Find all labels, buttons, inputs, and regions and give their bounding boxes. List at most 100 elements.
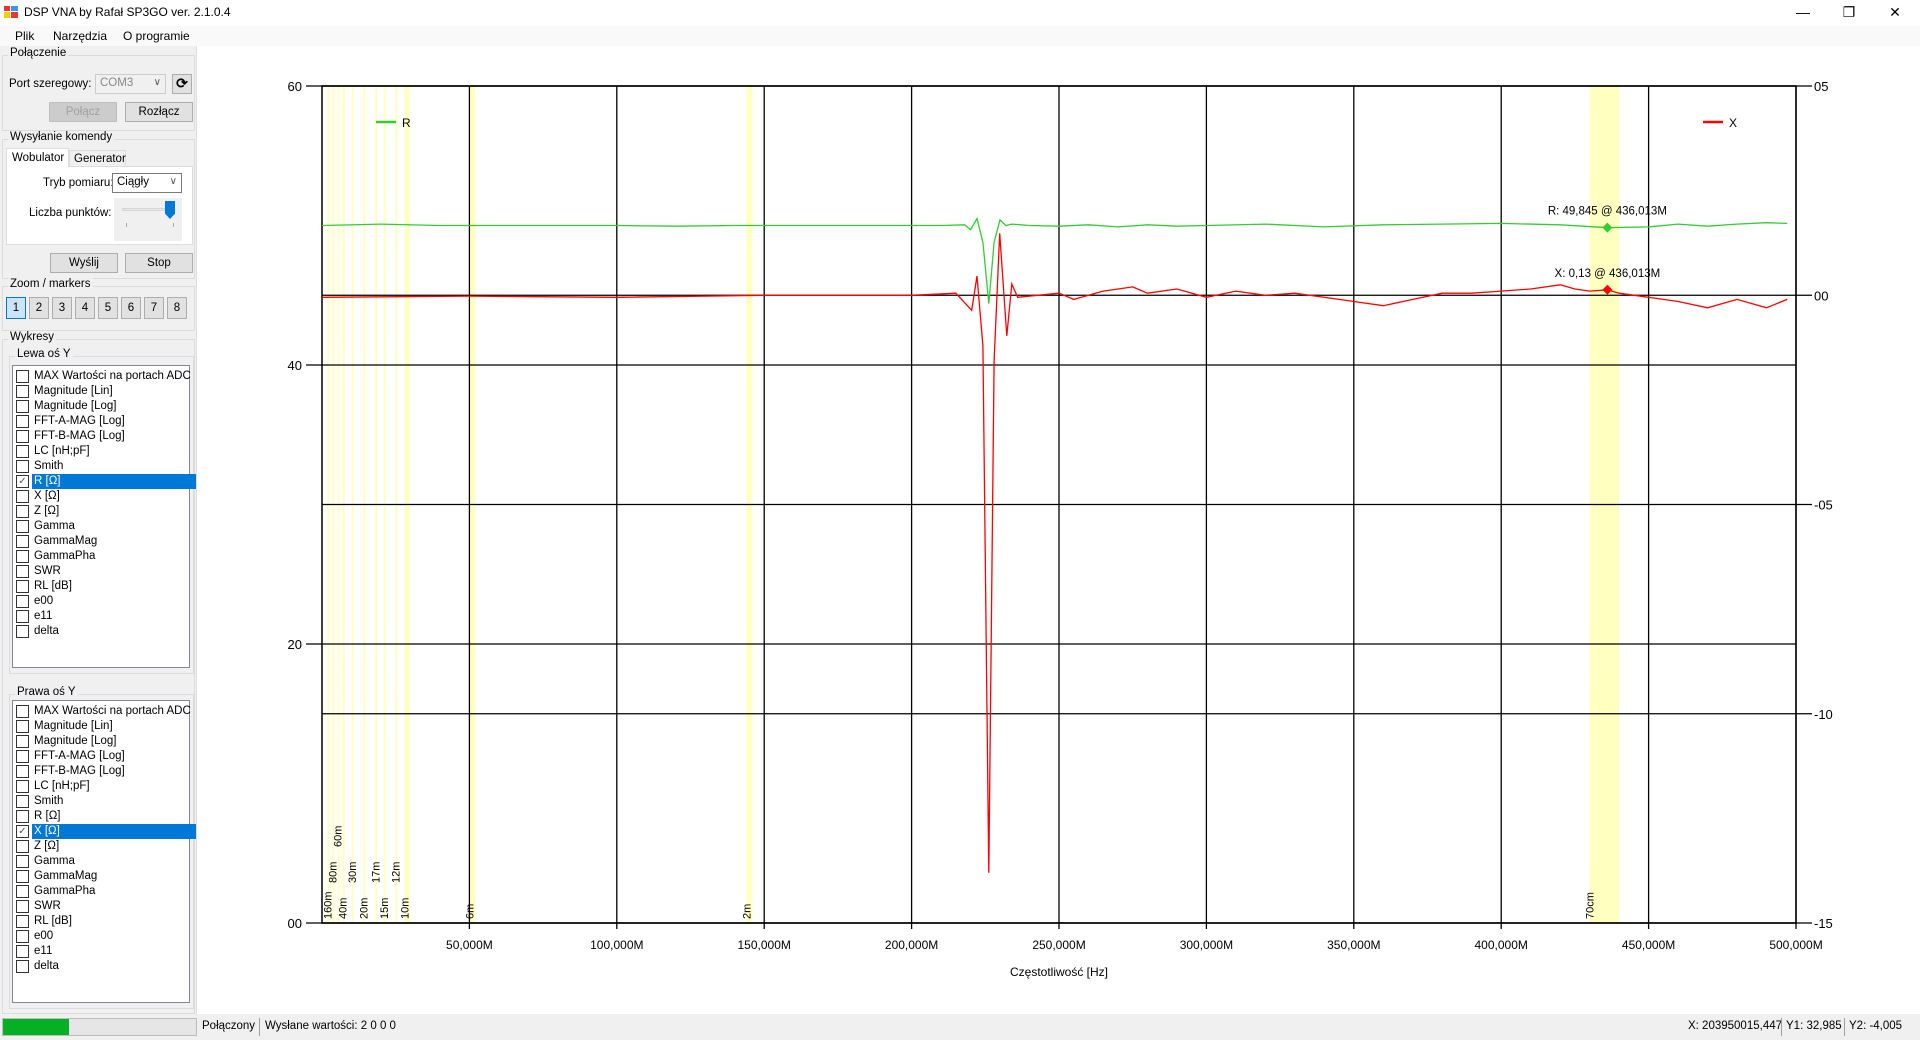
send-button[interactable]: Wyślij: [50, 253, 118, 273]
zoom-button-2[interactable]: 2: [29, 297, 49, 319]
checkbox[interactable]: [16, 535, 29, 548]
right-axis-item[interactable]: ✓ X [Ω]: [14, 824, 196, 839]
left-axis-item[interactable]: ✓ R [Ω]: [14, 474, 196, 489]
right-axis-item[interactable]: e11: [14, 944, 196, 959]
checkbox[interactable]: [16, 840, 29, 853]
checkbox[interactable]: ✓: [16, 475, 29, 488]
restore-button[interactable]: ❐: [1842, 4, 1856, 20]
minimize-button[interactable]: —: [1796, 4, 1810, 20]
checkbox[interactable]: [16, 445, 29, 458]
left-axis-item[interactable]: Magnitude [Lin]: [14, 384, 196, 399]
checkbox[interactable]: [16, 460, 29, 473]
right-axis-item[interactable]: delta: [14, 959, 196, 974]
checkbox[interactable]: [16, 505, 29, 518]
right-axis-item[interactable]: FFT-B-MAG [Log]: [14, 764, 196, 779]
checkbox[interactable]: [16, 595, 29, 608]
checkbox[interactable]: [16, 915, 29, 928]
disconnect-button[interactable]: Rozłącz: [125, 102, 193, 122]
right-axis-item[interactable]: LC [nH;pF]: [14, 779, 196, 794]
marker-R[interactable]: [1602, 222, 1613, 233]
zoom-button-7[interactable]: 7: [144, 297, 164, 319]
right-axis-item[interactable]: FFT-A-MAG [Log]: [14, 749, 196, 764]
marker-X[interactable]: [1602, 284, 1613, 295]
left-axis-item[interactable]: Z [Ω]: [14, 504, 196, 519]
checkbox[interactable]: ✓: [16, 825, 29, 838]
checkbox[interactable]: [16, 720, 29, 733]
right-axis-item[interactable]: Gamma: [14, 854, 196, 869]
stop-button[interactable]: Stop: [125, 253, 193, 273]
checkbox[interactable]: [16, 415, 29, 428]
left-axis-item[interactable]: FFT-A-MAG [Log]: [14, 414, 196, 429]
left-axis-item[interactable]: SWR: [14, 564, 196, 579]
left-axis-item[interactable]: Gamma: [14, 519, 196, 534]
checkbox[interactable]: [16, 430, 29, 443]
left-axis-item[interactable]: Magnitude [Log]: [14, 399, 196, 414]
left-axis-item[interactable]: GammaMag: [14, 534, 196, 549]
right-axis-item[interactable]: MAX Wartości na portach ADC: [14, 704, 196, 719]
checkbox[interactable]: [16, 400, 29, 413]
checkbox[interactable]: [16, 625, 29, 638]
checkbox[interactable]: [16, 735, 29, 748]
right-axis-item[interactable]: SWR: [14, 899, 196, 914]
checkbox[interactable]: [16, 520, 29, 533]
checkbox[interactable]: [16, 855, 29, 868]
left-axis-item[interactable]: LC [nH;pF]: [14, 444, 196, 459]
close-button[interactable]: ✕: [1889, 4, 1901, 20]
right-axis-list[interactable]: MAX Wartości na portach ADC Magnitude [Li…: [12, 700, 196, 1003]
right-axis-item[interactable]: Smith: [14, 794, 196, 809]
zoom-button-6[interactable]: 6: [121, 297, 141, 319]
zoom-button-5[interactable]: 5: [98, 297, 118, 319]
left-axis-item[interactable]: e11: [14, 609, 196, 624]
right-axis-item[interactable]: GammaMag: [14, 869, 196, 884]
left-axis-item[interactable]: Smith: [14, 459, 196, 474]
left-axis-list[interactable]: MAX Wartości na portach ADC Magnitude [Li…: [12, 365, 196, 668]
checkbox[interactable]: [16, 370, 29, 383]
left-axis-item[interactable]: X [Ω]: [14, 489, 196, 504]
checkbox[interactable]: [16, 780, 29, 793]
zoom-button-4[interactable]: 4: [75, 297, 95, 319]
zoom-button-8[interactable]: 8: [167, 297, 187, 319]
menu-plik[interactable]: Plik: [15, 29, 35, 43]
right-axis-item[interactable]: Magnitude [Lin]: [14, 719, 196, 734]
left-axis-item[interactable]: FFT-B-MAG [Log]: [14, 429, 196, 444]
slider-thumb[interactable]: [165, 201, 175, 219]
checkbox[interactable]: [16, 765, 29, 778]
mode-select[interactable]: Ciągły ∨: [112, 173, 182, 193]
tab-generator[interactable]: Generator: [69, 150, 126, 167]
right-axis-item[interactable]: e00: [14, 929, 196, 944]
checkbox[interactable]: [16, 870, 29, 883]
left-axis-item[interactable]: RL [dB]: [14, 579, 196, 594]
checkbox[interactable]: [16, 960, 29, 973]
port-select[interactable]: COM3 ∨: [95, 74, 166, 94]
menu-o-programie[interactable]: O programie: [123, 29, 190, 43]
checkbox[interactable]: [16, 385, 29, 398]
tab-wobulator[interactable]: Wobulator: [6, 148, 69, 167]
checkbox[interactable]: [16, 610, 29, 623]
checkbox[interactable]: [16, 795, 29, 808]
checkbox[interactable]: [16, 750, 29, 763]
connect-button[interactable]: Połącz: [49, 102, 117, 122]
zoom-button-3[interactable]: 3: [52, 297, 72, 319]
checkbox[interactable]: [16, 810, 29, 823]
left-axis-item[interactable]: delta: [14, 624, 196, 639]
zoom-button-1[interactable]: 1: [6, 297, 26, 319]
checkbox[interactable]: [16, 900, 29, 913]
right-axis-item[interactable]: R [Ω]: [14, 809, 196, 824]
checkbox[interactable]: [16, 945, 29, 958]
points-slider[interactable]: [114, 198, 182, 241]
left-axis-item[interactable]: GammaPha: [14, 549, 196, 564]
checkbox[interactable]: [16, 550, 29, 563]
checkbox[interactable]: [16, 705, 29, 718]
left-axis-item[interactable]: e00: [14, 594, 196, 609]
checkbox[interactable]: [16, 930, 29, 943]
menu-narzedzia[interactable]: Narzędzia: [53, 29, 108, 43]
checkbox[interactable]: [16, 490, 29, 503]
right-axis-item[interactable]: Z [Ω]: [14, 839, 196, 854]
left-axis-item[interactable]: MAX Wartości na portach ADC: [14, 369, 196, 384]
checkbox[interactable]: [16, 885, 29, 898]
right-axis-item[interactable]: RL [dB]: [14, 914, 196, 929]
checkbox[interactable]: [16, 565, 29, 578]
right-axis-item[interactable]: Magnitude [Log]: [14, 734, 196, 749]
right-axis-item[interactable]: GammaPha: [14, 884, 196, 899]
